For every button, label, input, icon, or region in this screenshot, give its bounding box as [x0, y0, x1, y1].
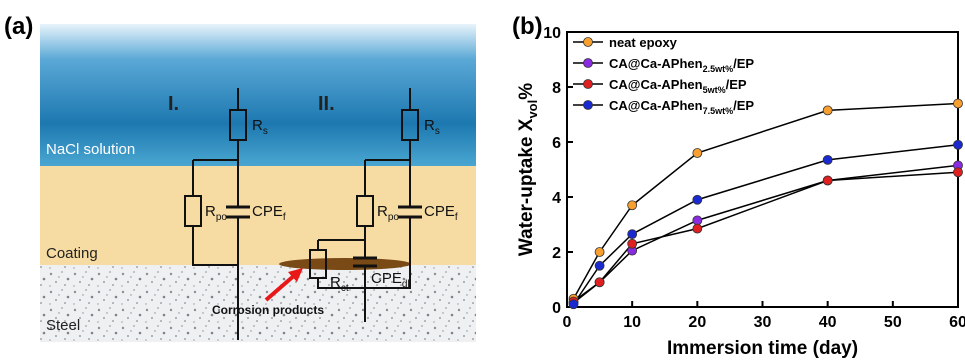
legend-name: neat epoxy: [609, 35, 678, 50]
label-main: R: [424, 117, 435, 134]
label-main: R: [252, 117, 263, 134]
legend-marker: [583, 37, 593, 47]
data-point: [822, 154, 833, 165]
legend-marker: [583, 100, 593, 110]
y-tick-label: 6: [552, 135, 561, 152]
x-tick-label: 50: [884, 314, 902, 331]
label-sub: dl: [402, 279, 410, 290]
component-label: Rs: [252, 117, 268, 137]
series-line: [572, 144, 959, 305]
x-axis-title: Immersion time (day): [667, 338, 858, 358]
label-sub: s: [263, 126, 268, 137]
circuit-label: I.: [168, 93, 179, 115]
data-point: [627, 229, 638, 240]
data-point: [594, 260, 605, 271]
arrow: [264, 272, 298, 302]
x-tick-label: 30: [754, 314, 772, 331]
label-sub: po: [216, 212, 228, 223]
steel-layer: [40, 265, 476, 342]
label-main: CPE: [424, 203, 455, 220]
component-label: Rct: [330, 274, 349, 294]
legend-sub: 5wt%: [703, 85, 726, 95]
legend-suffix: /EP: [726, 77, 747, 92]
component-label: CPEf: [424, 203, 458, 223]
data-point: [627, 238, 638, 249]
panel-label: (a): [4, 13, 33, 40]
legend-suffix: /EP: [733, 56, 754, 71]
plot-frame: [566, 31, 959, 308]
panel-label: (b): [512, 13, 543, 40]
component-label: CPEf: [252, 203, 286, 223]
data-point: [822, 175, 833, 186]
legend-label: neat epoxy: [609, 35, 678, 50]
label-main: CPE: [252, 203, 283, 220]
label-main: CPE: [371, 270, 402, 287]
label-main: R: [330, 274, 341, 291]
zone-label: Steel: [46, 317, 80, 334]
y-axis-title: Water-uptake Xvol%: [516, 83, 540, 256]
data-point: [594, 247, 605, 257]
circuit-label: II.: [318, 93, 335, 115]
component-label: CPEdl: [371, 270, 410, 290]
label-main: R: [377, 203, 388, 220]
circuit-2: [309, 88, 422, 322]
circuit-1: [184, 88, 250, 340]
y-tick-label: 0: [552, 300, 561, 317]
component-label: Rpo: [377, 203, 399, 223]
legend-label: CA@Ca-APhen7.5wt%/EP: [609, 98, 754, 116]
y-title-sub: vol: [525, 100, 540, 119]
legend-name: CA@Ca-APhen: [609, 77, 703, 92]
x-tick-label: 0: [563, 314, 572, 331]
legend-marker: [583, 79, 593, 89]
data-point: [953, 167, 963, 178]
zone-label: Coating: [46, 245, 98, 262]
y-title-main: Water-uptake X: [516, 118, 537, 256]
y-tick-label: 4: [552, 190, 561, 207]
series-line: [572, 102, 959, 300]
label-sub: f: [283, 212, 286, 223]
data-point: [953, 98, 963, 109]
x-tick-label: 40: [819, 314, 837, 331]
corrosion-products: [279, 258, 411, 270]
legend-name: CA@Ca-APhen: [609, 98, 703, 113]
legend-marker: [583, 58, 593, 68]
data-point: [692, 148, 703, 158]
x-tick-label: 60: [949, 314, 965, 331]
annotation: Corrosion products: [212, 303, 324, 317]
arrow-head: [288, 268, 303, 282]
x-tick-label: 10: [623, 314, 641, 331]
data-point: [627, 200, 638, 211]
x-tick-label: 20: [688, 314, 706, 331]
legend-sub: 7.5wt%: [703, 106, 734, 116]
data-point: [568, 299, 579, 310]
zone-label: NaCl solution: [46, 141, 135, 158]
data-point: [692, 215, 703, 226]
y-tick-label: 10: [543, 25, 561, 42]
series-line: [573, 171, 959, 303]
y-tick-label: 2: [552, 245, 561, 262]
component-label: Rs: [424, 117, 440, 137]
solution-layer: [40, 24, 476, 166]
data-point: [594, 277, 605, 288]
data-point: [692, 194, 703, 205]
legend-label: CA@Ca-APhen2.5wt%/EP: [609, 56, 754, 74]
label-sub: po: [388, 212, 400, 223]
y-title-suffix: %: [516, 83, 537, 100]
label-main: R: [205, 203, 216, 220]
data-point: [953, 139, 963, 150]
label-sub: ct: [341, 283, 349, 294]
legend-name: CA@Ca-APhen: [609, 56, 703, 71]
legend-sub: 2.5wt%: [703, 64, 734, 74]
component-label: Rpo: [205, 203, 227, 223]
data-point: [822, 105, 833, 116]
y-tick-label: 8: [552, 80, 561, 97]
label-sub: f: [455, 212, 458, 223]
legend-label: CA@Ca-APhen5wt%/EP: [609, 77, 747, 95]
data-point: [692, 223, 703, 234]
legend-suffix: /EP: [733, 98, 754, 113]
chart: (b) 0 2 4 6 8 10 0 10 20 30 40 50 60 Immersion time (d…: [512, 13, 965, 359]
label-sub: s: [435, 126, 440, 137]
